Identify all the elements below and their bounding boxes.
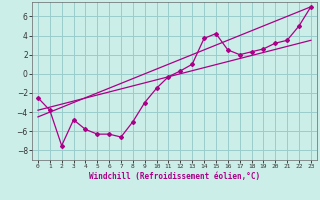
X-axis label: Windchill (Refroidissement éolien,°C): Windchill (Refroidissement éolien,°C) bbox=[89, 172, 260, 181]
